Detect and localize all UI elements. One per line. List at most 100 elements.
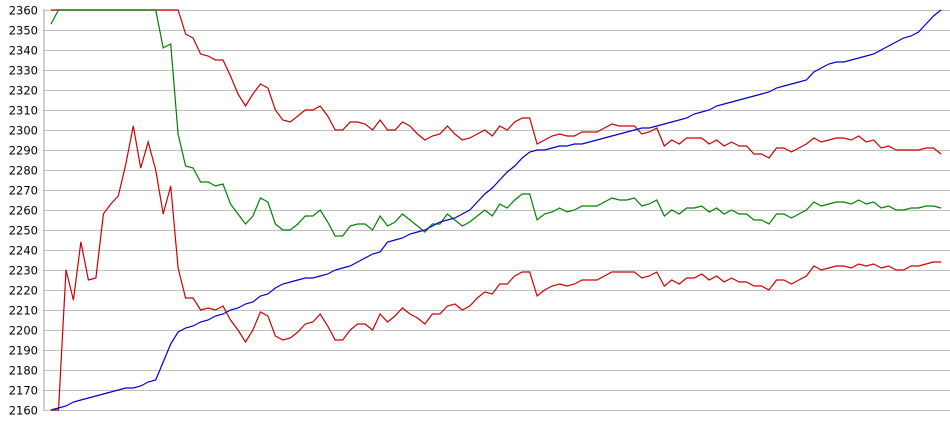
data-point [731, 209, 732, 211]
data-point [275, 223, 276, 225]
data-point [544, 149, 545, 151]
data-point [843, 61, 845, 63]
data-point [252, 301, 254, 303]
data-point [604, 201, 605, 203]
data-point [260, 295, 261, 297]
data-point [364, 257, 366, 259]
data-point [551, 135, 553, 137]
data-point [835, 201, 837, 203]
data-point [65, 9, 67, 11]
data-point [252, 215, 254, 217]
data-point [708, 143, 710, 145]
data-point [619, 125, 620, 127]
data-point [334, 129, 336, 131]
data-point [162, 361, 164, 363]
data-point [589, 279, 590, 281]
data-point [686, 207, 688, 209]
data-point [117, 389, 119, 391]
data-point [604, 137, 605, 139]
data-point [282, 283, 284, 285]
data-point [162, 47, 164, 49]
data-point [252, 93, 254, 95]
data-point [312, 215, 314, 217]
data-point [215, 315, 216, 317]
data-point [439, 223, 441, 225]
data-point [731, 277, 732, 279]
data-point [731, 101, 732, 103]
data-point [910, 207, 912, 209]
data-point [783, 85, 785, 87]
data-point [364, 223, 366, 225]
data-point [693, 277, 695, 279]
data-point [641, 205, 643, 207]
y-tick-label: 2340 [9, 44, 38, 58]
data-point [484, 291, 486, 293]
data-point [910, 35, 912, 37]
data-point [342, 339, 344, 341]
data-point [589, 205, 590, 207]
data-point [820, 141, 822, 143]
data-point [304, 215, 306, 217]
data-point [566, 145, 568, 147]
data-point [850, 59, 852, 61]
data-point [334, 269, 336, 271]
data-point [731, 141, 732, 143]
data-point [506, 207, 508, 209]
data-point [147, 141, 149, 143]
data-point [865, 55, 867, 57]
data-point [873, 139, 875, 141]
data-point [357, 223, 358, 225]
data-point [574, 283, 575, 285]
data-point [402, 213, 403, 215]
data-point [319, 209, 321, 211]
data-point [117, 9, 119, 11]
data-point [379, 251, 381, 253]
data-point [888, 45, 889, 47]
data-point [245, 303, 246, 305]
data-point [529, 151, 531, 153]
data-point [611, 197, 613, 199]
data-point [379, 313, 381, 315]
data-point [499, 125, 501, 127]
data-point [738, 99, 740, 101]
data-point [940, 261, 942, 263]
data-point [372, 253, 373, 255]
data-point [716, 275, 717, 277]
data-point [327, 221, 329, 223]
data-point [641, 277, 643, 279]
data-point [701, 273, 703, 275]
data-point [192, 167, 194, 169]
y-tick-label: 2240 [9, 244, 38, 258]
data-point [237, 213, 239, 215]
data-point [903, 269, 904, 271]
data-point [215, 185, 216, 187]
data-point [873, 53, 875, 55]
data-point [424, 229, 426, 231]
data-point [267, 293, 269, 295]
data-point [312, 277, 314, 279]
data-point [103, 9, 104, 11]
y-tick-label: 2260 [9, 204, 38, 218]
data-point [678, 283, 680, 285]
data-point [200, 53, 202, 55]
data-point [641, 127, 643, 129]
data-point [880, 207, 882, 209]
data-point [439, 133, 441, 135]
data-point [551, 211, 553, 213]
data-point [843, 201, 845, 203]
data-point [746, 281, 747, 283]
data-point [566, 211, 568, 213]
data-point [648, 203, 650, 205]
data-point [499, 203, 501, 205]
data-point [596, 279, 598, 281]
y-tick-label: 2170 [9, 384, 38, 398]
data-point [716, 105, 717, 107]
data-point [536, 143, 538, 145]
data-point [910, 265, 912, 267]
data-point [581, 205, 583, 207]
data-point [506, 171, 508, 173]
data-point [536, 295, 538, 297]
data-point [858, 135, 860, 137]
data-point [192, 37, 194, 39]
data-point [207, 181, 209, 183]
